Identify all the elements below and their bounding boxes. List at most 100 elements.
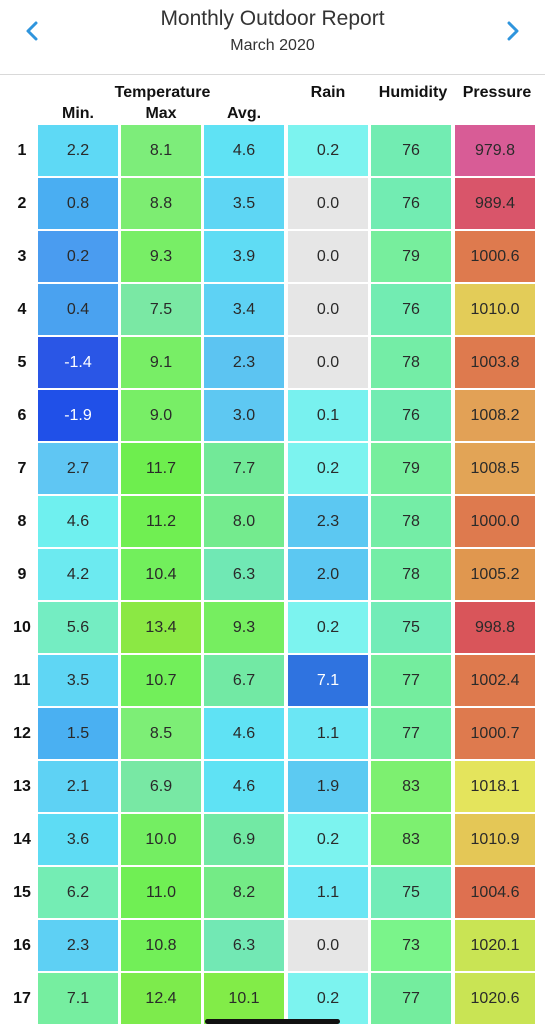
avg-cell: 8.0 [204, 496, 284, 547]
avg-column-header: Avg. [226, 105, 262, 122]
rain-cell: 2.0 [288, 549, 368, 600]
min-cell: 6.2 [38, 867, 118, 918]
max-cell: 6.9 [121, 761, 201, 812]
min-cell: 0.2 [38, 231, 118, 282]
day-number: 3 [17, 247, 27, 265]
rain-cell: 0.1 [288, 390, 368, 441]
day-number: 17 [13, 989, 31, 1007]
previous-month-button[interactable] [17, 16, 47, 46]
pressure-cell: 1004.6 [455, 867, 535, 918]
humidity-cell: 76 [371, 125, 451, 176]
min-cell: 4.6 [38, 496, 118, 547]
pressure-cell: 998.8 [455, 602, 535, 653]
avg-cell: 3.9 [204, 231, 284, 282]
day-number: 12 [13, 724, 31, 742]
table-row: 2 0.8 8.8 3.5 0.0 76 989.4 [0, 178, 545, 229]
table-row: 16 2.3 10.8 6.3 0.0 73 1020.1 [0, 920, 545, 971]
avg-cell: 3.5 [204, 178, 284, 229]
day-number: 11 [13, 671, 31, 689]
pressure-cell: 1000.7 [455, 708, 535, 759]
max-cell: 9.0 [121, 390, 201, 441]
humidity-cell: 73 [371, 920, 451, 971]
rain-cell: 0.2 [288, 973, 368, 1024]
min-cell: 3.5 [38, 655, 118, 706]
day-number: 8 [17, 512, 27, 530]
home-indicator[interactable] [205, 1019, 340, 1024]
table-row: 4 0.4 7.5 3.4 0.0 76 1010.0 [0, 284, 545, 335]
min-cell: 5.6 [38, 602, 118, 653]
min-cell: 2.1 [38, 761, 118, 812]
humidity-cell: 78 [371, 549, 451, 600]
pressure-cell: 1008.5 [455, 443, 535, 494]
min-cell: -1.9 [38, 390, 118, 441]
rain-cell: 0.2 [288, 602, 368, 653]
rain-cell: 1.1 [288, 867, 368, 918]
report-header: Monthly Outdoor Report March 2020 [0, 0, 545, 75]
min-cell: 2.2 [38, 125, 118, 176]
avg-cell: 6.3 [204, 549, 284, 600]
pressure-cell: 1005.2 [455, 549, 535, 600]
rain-cell: 0.0 [288, 920, 368, 971]
day-number: 16 [13, 936, 31, 954]
avg-cell: 4.6 [204, 761, 284, 812]
max-cell: 10.7 [121, 655, 201, 706]
table-row: 13 2.1 6.9 4.6 1.9 83 1018.1 [0, 761, 545, 812]
min-cell: 7.1 [38, 973, 118, 1024]
day-number: 1 [17, 141, 27, 159]
humidity-cell: 76 [371, 178, 451, 229]
humidity-cell: 75 [371, 602, 451, 653]
avg-cell: 7.7 [204, 443, 284, 494]
table-row: 14 3.6 10.0 6.9 0.2 83 1010.9 [0, 814, 545, 865]
next-month-button[interactable] [498, 16, 528, 46]
day-number: 14 [13, 830, 31, 848]
pressure-cell: 1008.2 [455, 390, 535, 441]
day-number: 15 [13, 883, 31, 901]
day-number: 13 [13, 777, 31, 795]
max-cell: 10.4 [121, 549, 201, 600]
min-cell: 2.7 [38, 443, 118, 494]
humidity-cell: 76 [371, 390, 451, 441]
min-cell: 1.5 [38, 708, 118, 759]
rain-cell: 0.0 [288, 231, 368, 282]
avg-cell: 2.3 [204, 337, 284, 388]
table-row: 8 4.6 11.2 8.0 2.3 78 1000.0 [0, 496, 545, 547]
table-row: 17 7.1 12.4 10.1 0.2 77 1020.6 [0, 973, 545, 1024]
humidity-cell: 75 [371, 867, 451, 918]
avg-cell: 8.2 [204, 867, 284, 918]
day-number: 4 [17, 300, 27, 318]
page-title: Monthly Outdoor Report [160, 7, 385, 30]
humidity-cell: 77 [371, 973, 451, 1024]
avg-cell: 3.4 [204, 284, 284, 335]
pressure-cell: 1010.0 [455, 284, 535, 335]
max-cell: 8.8 [121, 178, 201, 229]
pressure-cell: 979.8 [455, 125, 535, 176]
table-row: 5 -1.4 9.1 2.3 0.0 78 1003.8 [0, 337, 545, 388]
pressure-column-header: Pressure [462, 84, 532, 101]
rain-cell: 0.0 [288, 337, 368, 388]
day-number: 10 [13, 618, 31, 636]
rain-column-header: Rain [310, 84, 346, 101]
avg-cell: 4.6 [204, 708, 284, 759]
rain-cell: 7.1 [288, 655, 368, 706]
avg-cell: 9.3 [204, 602, 284, 653]
temperature-group-header: Temperature [114, 84, 211, 101]
max-cell: 8.5 [121, 708, 201, 759]
avg-cell: 3.0 [204, 390, 284, 441]
pressure-cell: 1020.6 [455, 973, 535, 1024]
table-row: 15 6.2 11.0 8.2 1.1 75 1004.6 [0, 867, 545, 918]
table-row: 10 5.6 13.4 9.3 0.2 75 998.8 [0, 602, 545, 653]
chevron-left-icon [26, 21, 38, 41]
day-number: 9 [17, 565, 27, 583]
rain-cell: 0.0 [288, 284, 368, 335]
min-column-header: Min. [62, 105, 94, 122]
table-row: 1 2.2 8.1 4.6 0.2 76 979.8 [0, 125, 545, 176]
pressure-cell: 1018.1 [455, 761, 535, 812]
pressure-cell: 989.4 [455, 178, 535, 229]
humidity-cell: 83 [371, 761, 451, 812]
humidity-cell: 77 [371, 708, 451, 759]
rain-cell: 2.3 [288, 496, 368, 547]
min-cell: 2.3 [38, 920, 118, 971]
max-cell: 7.5 [121, 284, 201, 335]
humidity-cell: 77 [371, 655, 451, 706]
pressure-cell: 1003.8 [455, 337, 535, 388]
